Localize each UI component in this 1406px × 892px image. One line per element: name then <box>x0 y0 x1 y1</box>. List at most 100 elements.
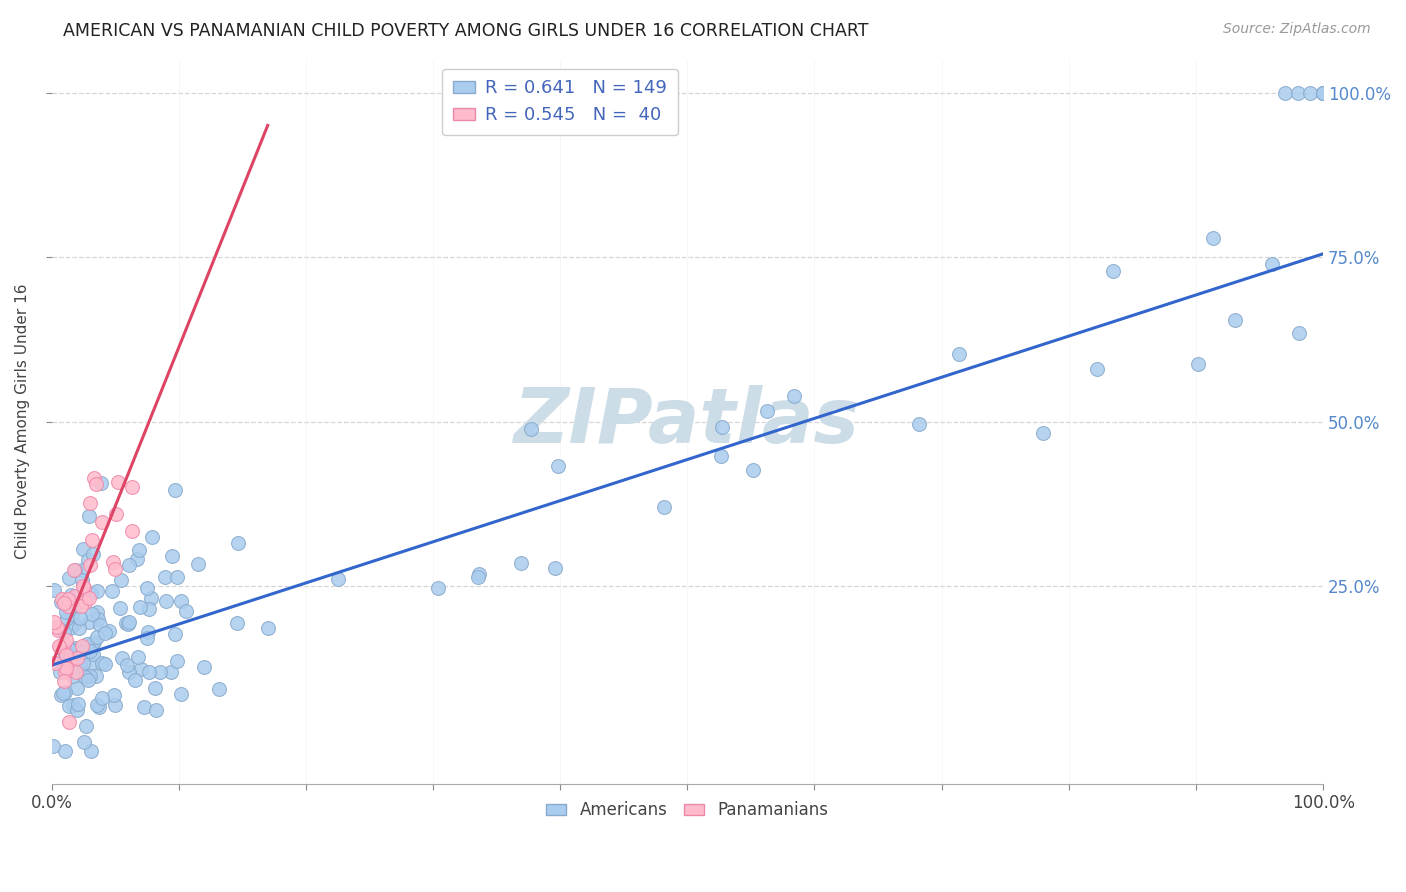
Point <box>62 661 84 675</box>
Point <box>1312 86 1334 100</box>
Point <box>143 681 166 695</box>
Point <box>76 636 98 650</box>
Point <box>58 699 80 714</box>
Point <box>58 641 80 656</box>
Point <box>98 624 121 638</box>
Point <box>155 594 177 608</box>
Point <box>170 687 193 701</box>
Point <box>91 656 114 670</box>
Point <box>72 645 94 659</box>
Point <box>160 665 183 679</box>
Point <box>136 625 159 640</box>
Point <box>55 661 77 675</box>
Point <box>783 389 806 403</box>
Point <box>79 644 101 658</box>
Point <box>66 681 89 695</box>
Point <box>226 535 249 549</box>
Point <box>73 595 96 609</box>
Point <box>80 744 103 758</box>
Point <box>741 463 763 477</box>
Point <box>52 686 75 700</box>
Point <box>117 616 139 631</box>
Point <box>63 563 86 577</box>
Point <box>53 656 76 670</box>
Point <box>58 591 80 606</box>
Point <box>56 611 79 625</box>
Point <box>110 574 132 588</box>
Y-axis label: Child Poverty Among Girls Under 16: Child Poverty Among Girls Under 16 <box>15 284 30 559</box>
Point <box>115 615 138 630</box>
Point <box>49 688 72 702</box>
Point <box>49 665 72 680</box>
Point <box>49 640 72 654</box>
Point <box>1102 264 1125 278</box>
Point <box>101 584 124 599</box>
Point <box>138 665 160 680</box>
Point <box>69 656 91 670</box>
Point <box>118 558 141 572</box>
Point <box>52 674 75 689</box>
Point <box>83 635 105 649</box>
Point <box>1085 362 1108 376</box>
Point <box>84 477 107 491</box>
Point <box>89 618 111 632</box>
Point <box>145 703 167 717</box>
Text: ZIPatlas: ZIPatlas <box>515 384 860 458</box>
Point <box>73 734 96 748</box>
Point <box>77 553 100 567</box>
Point <box>519 421 541 435</box>
Point <box>87 612 110 626</box>
Point <box>138 601 160 615</box>
Point <box>256 622 278 636</box>
Point <box>53 653 76 667</box>
Point <box>79 509 101 524</box>
Point <box>153 570 176 584</box>
Text: Source: ZipAtlas.com: Source: ZipAtlas.com <box>1223 22 1371 37</box>
Point <box>44 656 66 670</box>
Point <box>70 599 93 613</box>
Point <box>66 698 89 712</box>
Point <box>44 583 66 598</box>
Point <box>1187 357 1209 371</box>
Point <box>1299 86 1322 100</box>
Point <box>128 542 150 557</box>
Point <box>1032 426 1054 441</box>
Point <box>86 605 108 619</box>
Point <box>141 531 163 545</box>
Point <box>103 688 125 702</box>
Point <box>125 552 148 566</box>
Point <box>60 607 83 622</box>
Point <box>73 582 96 596</box>
Point <box>90 476 112 491</box>
Point <box>58 571 80 585</box>
Point <box>62 669 84 683</box>
Point <box>76 673 98 687</box>
Point <box>104 562 127 576</box>
Point <box>46 623 69 637</box>
Point <box>66 703 89 717</box>
Point <box>53 665 76 679</box>
Point <box>75 719 97 733</box>
Point <box>82 547 104 561</box>
Point <box>94 657 117 672</box>
Point <box>149 665 172 680</box>
Point <box>104 507 127 521</box>
Point <box>62 698 84 712</box>
Point <box>467 569 489 583</box>
Point <box>108 600 131 615</box>
Point <box>58 714 80 729</box>
Point <box>48 639 70 653</box>
Point <box>79 657 101 671</box>
Point <box>165 483 187 497</box>
Point <box>139 591 162 605</box>
Point <box>79 669 101 683</box>
Point <box>72 541 94 556</box>
Point <box>73 670 96 684</box>
Point <box>510 556 533 570</box>
Point <box>53 744 76 758</box>
Point <box>160 549 183 563</box>
Point <box>132 699 155 714</box>
Point <box>72 586 94 600</box>
Point <box>77 591 100 606</box>
Point <box>1274 86 1296 100</box>
